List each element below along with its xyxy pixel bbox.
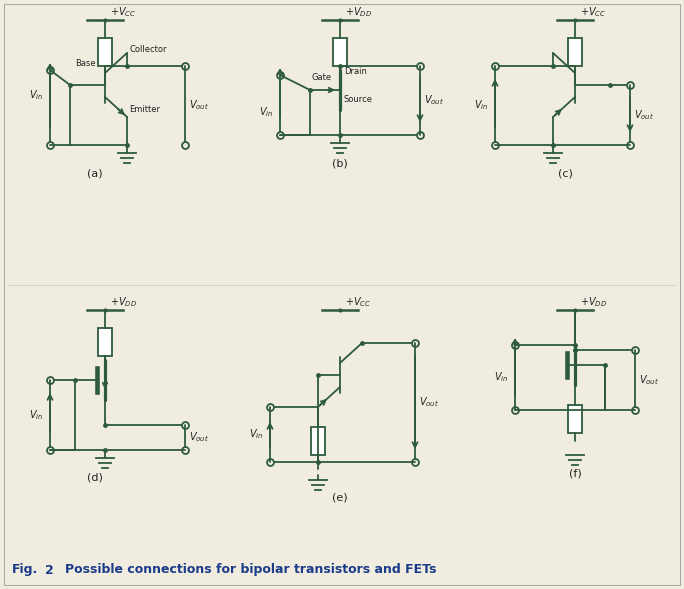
- Text: Collector: Collector: [129, 45, 166, 55]
- Bar: [568, 38, 582, 66]
- Text: $V_{out}$: $V_{out}$: [419, 395, 439, 409]
- Text: (a): (a): [87, 168, 103, 178]
- Text: $V_{in}$: $V_{in}$: [474, 98, 488, 112]
- Text: $V_{in}$: $V_{in}$: [259, 105, 273, 119]
- Text: $+V_{DD}$: $+V_{DD}$: [345, 5, 372, 19]
- Text: Fig.: Fig.: [12, 564, 38, 577]
- Text: $V_{out}$: $V_{out}$: [424, 93, 444, 107]
- Text: Drain: Drain: [344, 67, 367, 75]
- Text: $+V_{CC}$: $+V_{CC}$: [345, 295, 371, 309]
- Text: Possible connections for bipolar transistors and FETs: Possible connections for bipolar transis…: [65, 564, 436, 577]
- Text: $V_{out}$: $V_{out}$: [189, 430, 209, 444]
- Bar: [568, 405, 582, 433]
- Text: $V_{in}$: $V_{in}$: [494, 370, 508, 384]
- Text: $+V_{CC}$: $+V_{CC}$: [110, 5, 136, 19]
- Bar: [333, 38, 347, 66]
- Text: $V_{out}$: $V_{out}$: [634, 108, 654, 122]
- Text: $+V_{DD}$: $+V_{DD}$: [110, 295, 137, 309]
- Text: Base: Base: [75, 58, 96, 68]
- Text: (f): (f): [568, 468, 581, 478]
- Text: $V_{in}$: $V_{in}$: [29, 88, 43, 102]
- Text: Gate: Gate: [312, 74, 332, 82]
- Text: Emitter: Emitter: [129, 105, 160, 114]
- Bar: [98, 38, 112, 66]
- Text: 2: 2: [45, 564, 54, 577]
- Text: $+V_{CC}$: $+V_{CC}$: [580, 5, 606, 19]
- Bar: [311, 427, 325, 455]
- Text: $V_{out}$: $V_{out}$: [189, 98, 209, 112]
- Text: (c): (c): [557, 168, 573, 178]
- Text: $V_{in}$: $V_{in}$: [29, 408, 43, 422]
- Text: (d): (d): [87, 473, 103, 483]
- Text: (e): (e): [332, 493, 347, 503]
- Bar: [98, 328, 112, 356]
- Text: $+V_{DD}$: $+V_{DD}$: [580, 295, 607, 309]
- Text: Source: Source: [344, 95, 373, 104]
- Text: (b): (b): [332, 158, 348, 168]
- Text: $V_{in}$: $V_{in}$: [249, 427, 263, 441]
- Text: $V_{out}$: $V_{out}$: [639, 373, 659, 387]
